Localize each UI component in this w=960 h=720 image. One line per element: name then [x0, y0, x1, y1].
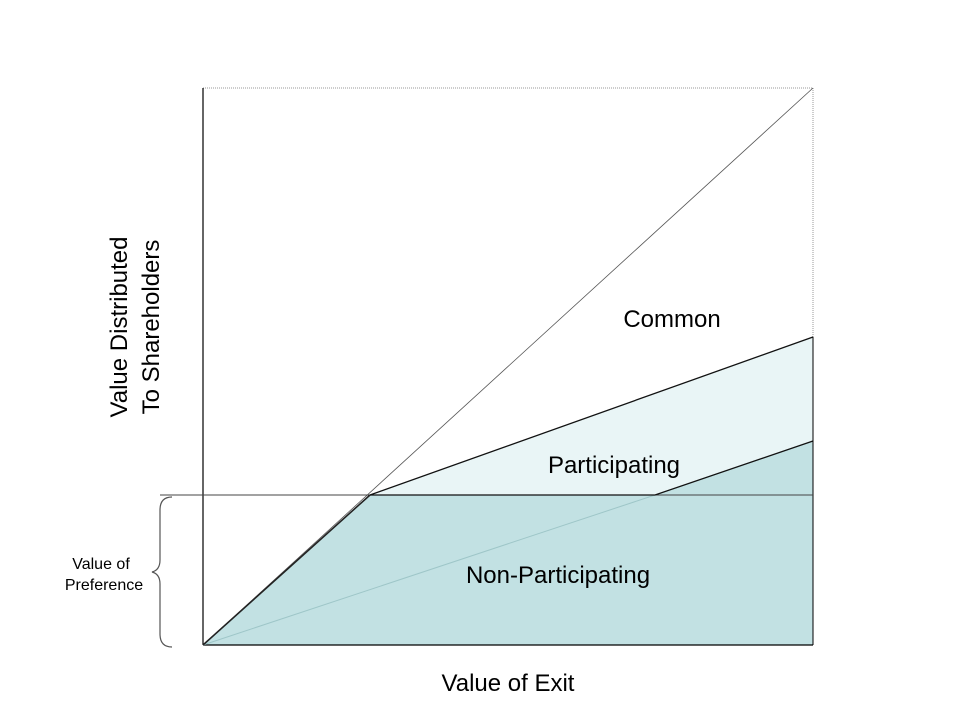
y-axis-label-line2: To Shareholders: [138, 240, 165, 415]
preferred-payout-line: [202, 494, 371, 646]
y-axis-label-line1: Value Distributed: [106, 237, 133, 418]
region-label-participating: Participating: [548, 452, 680, 479]
preference-label-line1: Value of: [72, 556, 130, 573]
non-participating-line: [370, 440, 814, 496]
participating-line: [369, 336, 814, 496]
preference-brace: [151, 496, 173, 648]
x-axis-label: Value of Exit: [442, 670, 575, 697]
faint-conversion-line: [202, 494, 656, 646]
region-label-common: Common: [623, 306, 720, 333]
region-label-non-participating: Non-Participating: [466, 562, 650, 589]
total-value-diagonal: [202, 87, 814, 646]
preference-label-line2: Preference: [65, 577, 143, 594]
